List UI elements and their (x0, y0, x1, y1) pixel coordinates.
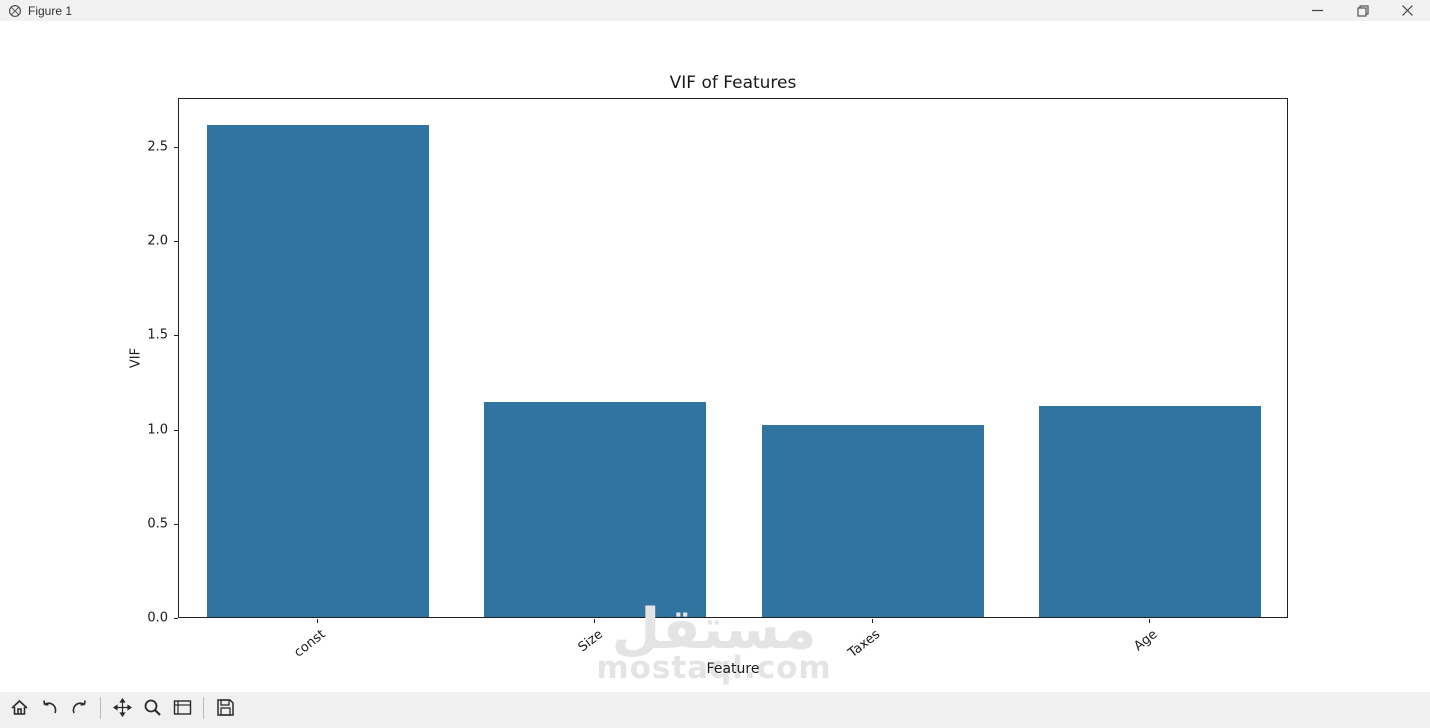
home-icon[interactable] (6, 696, 32, 722)
window-title: Figure 1 (28, 3, 73, 18)
x-tick-label-Taxes: Taxes (845, 627, 883, 661)
x-tick-label-const: const (290, 627, 328, 661)
x-tick-label-Age: Age (1131, 627, 1161, 655)
x-axis-label: Feature (706, 661, 760, 677)
x-tick-mark (1149, 619, 1151, 623)
save-icon[interactable] (212, 696, 238, 722)
y-tick-label: 2.5 (147, 139, 168, 155)
window-titlebar: Figure 1 (0, 0, 1430, 21)
toolbar-separator (100, 697, 101, 719)
restore-icon[interactable] (1340, 0, 1385, 21)
chart-title: VIF of Features (669, 73, 797, 93)
navigation-toolbar (0, 692, 1430, 728)
configure-subplots-icon[interactable] (169, 696, 195, 722)
x-tick-mark (594, 619, 596, 623)
x-tick-mark (316, 619, 318, 623)
bar-const (206, 125, 429, 617)
minimize-icon[interactable] (1295, 0, 1340, 21)
y-tick-label: 1.5 (147, 327, 168, 343)
y-tick-label: 0.0 (147, 610, 168, 626)
bar-Age (1039, 406, 1262, 617)
close-icon[interactable] (1385, 0, 1430, 21)
zoom-icon[interactable] (139, 696, 165, 722)
toolbar-separator (203, 697, 204, 719)
y-tick-mark (174, 523, 178, 525)
pan-icon[interactable] (109, 696, 135, 722)
forward-icon[interactable] (66, 696, 92, 722)
y-tick-label: 0.5 (147, 516, 168, 532)
bar-Size (484, 402, 707, 617)
y-tick-mark (174, 618, 178, 619)
x-tick-label-Size: Size (575, 627, 606, 656)
bar-Taxes (761, 424, 984, 617)
matplotlib-app-icon (8, 4, 22, 17)
y-axis-label: VIF (128, 347, 144, 369)
x-tick-mark (871, 619, 873, 623)
plot-area (178, 98, 1288, 618)
back-icon[interactable] (36, 696, 62, 722)
y-tick-mark (174, 146, 178, 148)
y-tick-mark (174, 429, 178, 431)
figure-canvas: VIF of Features VIF Feature 0.0 0.5 1.0 1.5… (0, 21, 1430, 692)
y-tick-mark (174, 241, 178, 243)
y-tick-label: 1.0 (147, 422, 168, 438)
y-tick-label: 2.0 (147, 233, 168, 249)
y-tick-mark (174, 335, 178, 337)
window-controls (1295, 0, 1430, 21)
